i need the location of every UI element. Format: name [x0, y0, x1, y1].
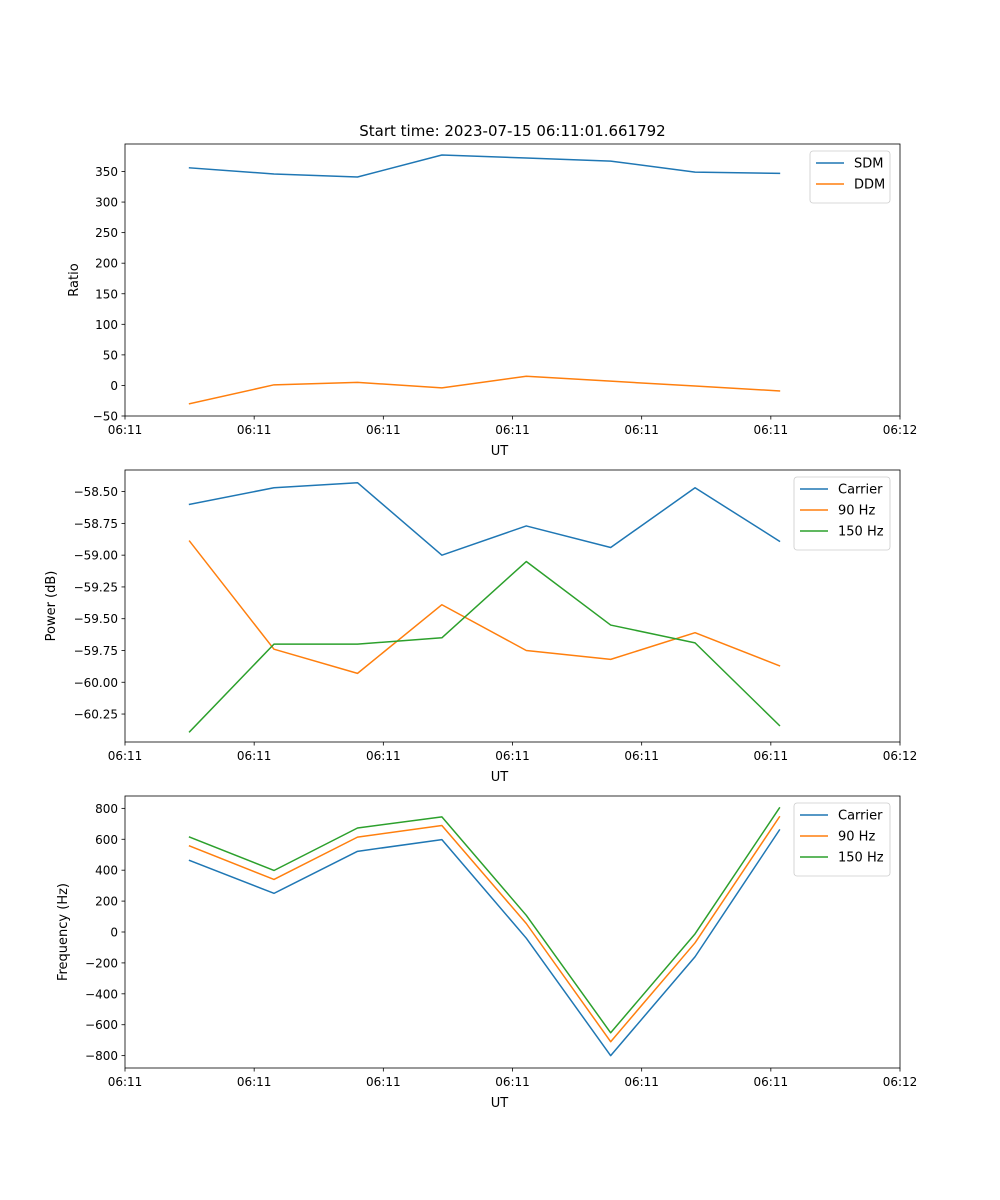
y-tick-label: −400: [85, 987, 118, 1001]
legend-label: 90 Hz: [838, 830, 875, 845]
legend-label: DDM: [854, 178, 885, 193]
y-tick-label: 100: [95, 318, 118, 332]
x-tick-label: 06:11: [624, 749, 659, 763]
y-tick-label: 50: [103, 348, 118, 362]
legend: Carrier 90 Hz 150 Hz: [793, 802, 891, 877]
legend-label: Carrier: [838, 483, 883, 498]
y-tick-label: 400: [95, 864, 118, 878]
y-axis-label: Frequency (Hz): [56, 883, 71, 981]
y-tick-label: −600: [85, 1018, 118, 1032]
axes-frame: [124, 795, 901, 1069]
x-axis-label: UT: [491, 444, 509, 459]
y-tick-label: 0: [110, 379, 118, 393]
series-line-150-hz: [188, 806, 781, 1034]
x-tick-label: 06:11: [366, 423, 401, 437]
y-tick-label: 200: [95, 257, 118, 271]
series-line-90-hz: [188, 815, 781, 1043]
y-tick-label: −50: [93, 410, 118, 424]
x-axis-label: UT: [491, 770, 509, 785]
y-tick-label: 300: [95, 196, 118, 210]
x-tick-label: 06:11: [624, 423, 659, 437]
series-line-ddm: [188, 375, 781, 405]
y-tick-label: 0: [110, 926, 118, 940]
x-tick-label: 06:12: [883, 749, 918, 763]
legend: SDM DDM: [809, 150, 891, 204]
y-tick-label: −59.25: [74, 580, 118, 594]
x-tick-label: 06:11: [495, 749, 530, 763]
x-tick-label: 06:11: [237, 1075, 272, 1089]
x-tick-label: 06:11: [108, 749, 143, 763]
subplot-2: 06:11 06:11 06:11 06:11 06:11 06:11 06:12 −60.2…: [44, 469, 918, 785]
x-tick-label: 06:11: [754, 1075, 789, 1089]
x-tick-label: 06:11: [754, 749, 789, 763]
legend-label: Carrier: [838, 809, 883, 824]
legend: Carrier 90 Hz 150 Hz: [793, 476, 891, 551]
x-tick-label: 06:11: [495, 423, 530, 437]
series-line-90-hz: [188, 540, 781, 675]
x-tick-label: 06:11: [366, 749, 401, 763]
y-tick-label: −58.75: [74, 517, 118, 531]
x-tick-label: 06:11: [108, 423, 143, 437]
x-axis-label: UT: [491, 1096, 509, 1111]
x-tick-label: 06:11: [754, 423, 789, 437]
y-axis-label: Power (dB): [44, 571, 59, 642]
axes-frame: [124, 469, 901, 743]
y-tick-label: −800: [85, 1049, 118, 1063]
y-tick-label: −200: [85, 956, 118, 970]
legend-label: 90 Hz: [838, 504, 875, 519]
series-line-150-hz: [188, 560, 781, 733]
legend-box: [809, 150, 891, 204]
y-tick-label: 150: [95, 287, 118, 301]
y-tick-label: 800: [95, 802, 118, 816]
series-line-carrier: [188, 828, 781, 1057]
x-tick-label: 06:11: [237, 749, 272, 763]
legend-label: 150 Hz: [838, 525, 884, 540]
x-tick-label: 06:11: [108, 1075, 143, 1089]
y-tick-label: −59.00: [74, 549, 118, 563]
x-tick-label: 06:11: [624, 1075, 659, 1089]
y-tick-label: 350: [95, 165, 118, 179]
y-tick-label: 250: [95, 226, 118, 240]
series-line-carrier: [188, 481, 781, 556]
y-tick-label: −59.50: [74, 612, 118, 626]
y-tick-label: −59.75: [74, 644, 118, 658]
y-tick-label: −58.50: [74, 485, 118, 499]
x-tick-label: 06:12: [883, 1075, 918, 1089]
axes-frame: [124, 143, 901, 417]
series-line-sdm: [188, 154, 781, 178]
subplot-3: 06:11 06:11 06:11 06:11 06:11 06:11 06:12 −800 −…: [56, 795, 918, 1111]
subplot-1: 06:11 06:11 06:11 06:11 06:11 06:11 06:12 −50 0 5…: [67, 143, 918, 459]
x-tick-label: 06:11: [495, 1075, 530, 1089]
y-axis-label: Ratio: [67, 263, 82, 296]
x-tick-label: 06:11: [237, 423, 272, 437]
legend-label: SDM: [854, 157, 883, 172]
legend-label: 150 Hz: [838, 851, 884, 866]
x-tick-label: 06:12: [883, 423, 918, 437]
figure-title: Start time: 2023-07-15 06:11:01.661792: [359, 122, 665, 140]
y-tick-label: 200: [95, 895, 118, 909]
y-tick-label: −60.25: [74, 708, 118, 722]
y-tick-label: −60.00: [74, 676, 118, 690]
x-tick-label: 06:11: [366, 1075, 401, 1089]
y-tick-label: 600: [95, 833, 118, 847]
